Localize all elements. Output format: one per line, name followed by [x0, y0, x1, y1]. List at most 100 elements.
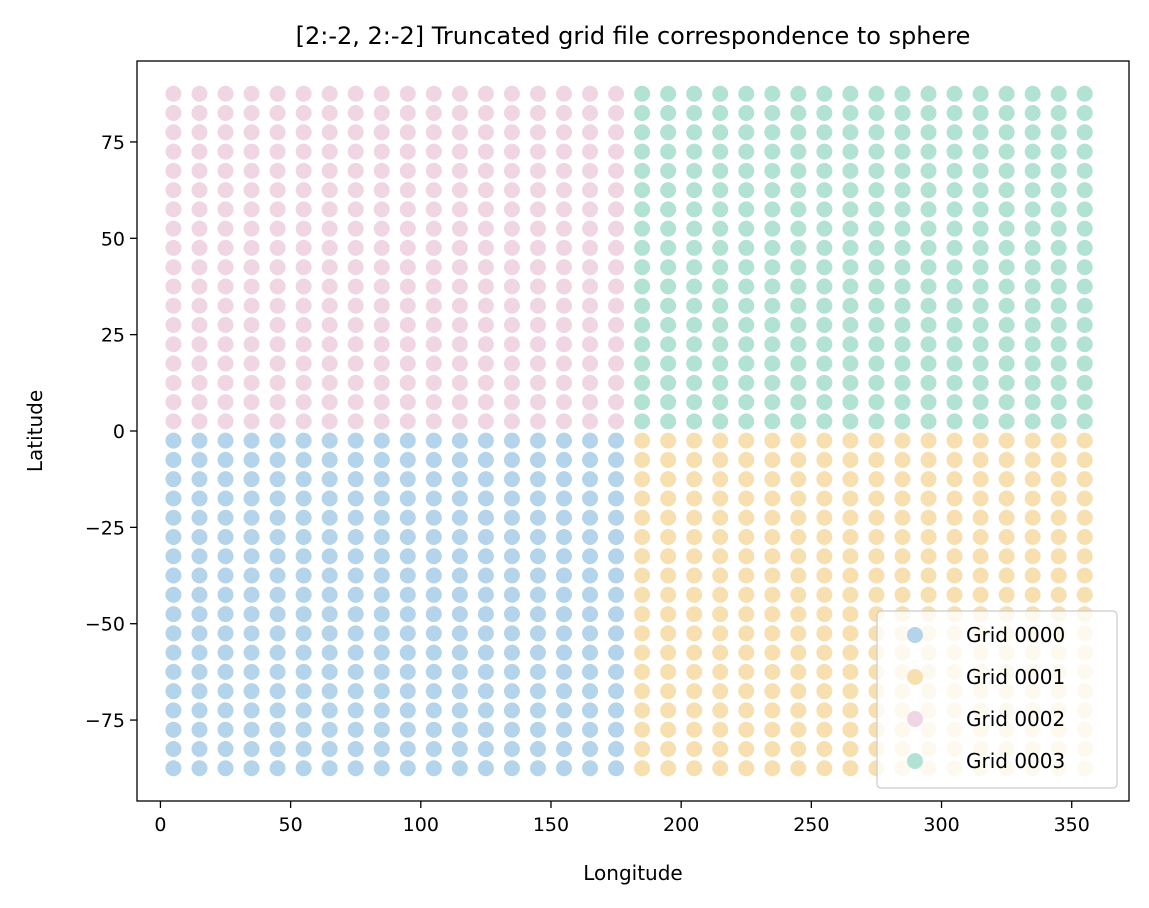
scatter-point — [451, 451, 468, 468]
scatter-point — [1050, 124, 1067, 141]
scatter-point — [243, 162, 260, 179]
scatter-point — [894, 509, 911, 526]
scatter-point — [477, 625, 494, 642]
scatter-point — [295, 105, 312, 122]
scatter-point — [686, 663, 703, 680]
scatter-point — [556, 432, 572, 449]
scatter-point — [1050, 432, 1067, 449]
scatter-point — [399, 105, 416, 122]
scatter-point — [634, 259, 651, 276]
scatter-point — [295, 432, 312, 449]
scatter-point — [1024, 259, 1041, 276]
scatter-point — [998, 124, 1015, 141]
scatter-point — [503, 721, 520, 738]
scatter-point — [868, 124, 885, 141]
scatter-point — [582, 355, 599, 372]
scatter-point — [425, 278, 442, 295]
scatter-point — [503, 105, 520, 122]
scatter-point — [1050, 567, 1067, 584]
scatter-point — [660, 740, 677, 757]
scatter-point — [503, 413, 520, 430]
scatter-point — [998, 471, 1015, 488]
scatter-point — [269, 143, 286, 160]
scatter-point — [321, 413, 338, 430]
scatter-point — [842, 721, 859, 738]
scatter-point — [347, 432, 364, 449]
scatter-point — [529, 490, 546, 507]
scatter-point — [712, 740, 729, 757]
scatter-point — [972, 278, 989, 295]
scatter-point — [477, 740, 494, 757]
scatter-point — [425, 336, 442, 353]
scatter-point — [920, 432, 937, 449]
scatter-point — [217, 162, 234, 179]
scatter-point — [894, 490, 911, 507]
scatter-point — [842, 317, 859, 334]
scatter-point — [1024, 451, 1041, 468]
scatter-point — [842, 606, 859, 623]
scatter-point — [764, 143, 781, 160]
scatter-point — [556, 259, 572, 276]
scatter-point — [686, 105, 703, 122]
scatter-point — [608, 586, 625, 603]
scatter-point — [217, 490, 234, 507]
scatter-point — [712, 297, 729, 314]
scatter-point — [894, 355, 911, 372]
scatter-point — [894, 451, 911, 468]
scatter-point — [634, 451, 651, 468]
scatter-point — [556, 239, 572, 256]
scatter-point — [321, 567, 338, 584]
scatter-point — [868, 432, 885, 449]
scatter-point — [347, 509, 364, 526]
scatter-point — [217, 721, 234, 738]
scatter-point — [243, 548, 260, 565]
scatter-point — [556, 740, 572, 757]
scatter-point — [217, 201, 234, 218]
scatter-point — [868, 143, 885, 160]
scatter-point — [894, 471, 911, 488]
scatter-point — [269, 162, 286, 179]
scatter-point — [608, 509, 625, 526]
scatter-point — [816, 625, 833, 642]
scatter-point — [451, 182, 468, 199]
scatter-point — [686, 259, 703, 276]
scatter-point — [582, 490, 599, 507]
scatter-point — [165, 278, 182, 295]
scatter-point — [477, 336, 494, 353]
scatter-point — [868, 413, 885, 430]
scatter-point — [842, 85, 859, 102]
scatter-point — [321, 162, 338, 179]
scatter-point — [816, 182, 833, 199]
scatter-point — [477, 124, 494, 141]
scatter-point — [634, 355, 651, 372]
scatter-point — [217, 374, 234, 391]
scatter-point — [425, 548, 442, 565]
scatter-point — [946, 297, 963, 314]
scatter-point — [946, 105, 963, 122]
scatter-point — [321, 432, 338, 449]
scatter-point — [790, 336, 807, 353]
scatter-point — [399, 278, 416, 295]
scatter-point — [451, 471, 468, 488]
scatter-point — [373, 239, 390, 256]
x-tick-label: 250 — [793, 814, 829, 836]
scatter-point — [608, 278, 625, 295]
scatter-point — [451, 721, 468, 738]
scatter-point — [920, 586, 937, 603]
scatter-point — [191, 394, 208, 411]
scatter-point — [1024, 297, 1041, 314]
scatter-point — [347, 644, 364, 661]
scatter-point — [165, 85, 182, 102]
scatter-point — [451, 201, 468, 218]
scatter-point — [998, 220, 1015, 237]
scatter-point — [217, 182, 234, 199]
scatter-point — [712, 182, 729, 199]
y-tick-label: −50 — [85, 614, 125, 636]
scatter-point — [503, 760, 520, 777]
legend-label: Grid 0000 — [966, 623, 1065, 647]
scatter-point — [556, 528, 572, 545]
scatter-point — [295, 278, 312, 295]
scatter-point — [1050, 355, 1067, 372]
scatter-point — [399, 721, 416, 738]
scatter-point — [217, 124, 234, 141]
